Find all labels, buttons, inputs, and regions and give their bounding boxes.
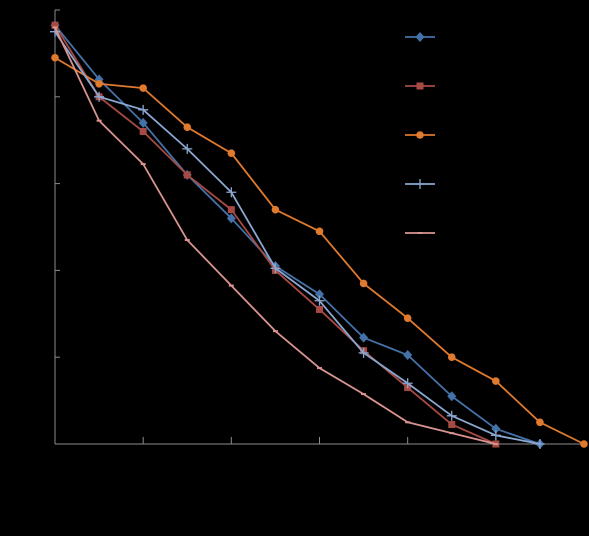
series-4-point [226,187,237,198]
series-4-point [490,430,501,441]
legend-marker-3 [416,131,424,139]
series-1-point [491,423,501,434]
series-1-point [138,117,148,128]
legend-marker-4 [415,179,425,189]
series-2-point [227,206,235,214]
series-4 [50,26,545,449]
axes [54,9,584,445]
series-2-point [183,171,191,179]
series-1 [50,20,545,449]
series-3-point [315,227,324,236]
series-2-point [51,21,59,29]
series-4-point [138,104,149,115]
series-3-point [492,377,500,385]
series-4-point [534,439,545,449]
series-5 [52,26,499,445]
series-3 [51,53,588,448]
series-3-point [95,79,103,88]
series-1-point [403,350,413,361]
series-3-point [271,205,280,214]
series-1-point [226,213,236,224]
series-4-point [446,410,457,421]
series-3-point [536,418,544,427]
series-2-line [54,24,497,445]
series-4-point [314,295,325,306]
legend-marker-2 [416,82,424,90]
series-3-point [580,440,588,448]
plot-area [50,20,588,449]
series-1-point [315,289,324,300]
series-3-point [139,84,147,92]
series-1-point [359,332,369,343]
series-4-line [54,31,541,445]
series-4-point [402,378,413,389]
series-1-line [54,24,541,445]
series-4-point [182,143,193,154]
series-3-line [54,56,585,445]
series-3-point [183,123,192,131]
legend-marker-1 [415,32,425,42]
series-3-point [447,353,456,362]
series-1-point [447,391,457,402]
series-3-point [227,149,236,158]
series-2-point [139,128,147,136]
legend-entry-2 [405,82,435,90]
series-4-point [270,263,281,274]
series-2-point [316,305,323,313]
series-3-point [51,53,59,62]
series-2-point [448,420,456,428]
series-4-point [94,91,105,102]
series-5-line [54,26,497,445]
legend-entry-1 [405,32,435,42]
legend-entry-3 [405,131,435,139]
series-4-point [358,347,369,358]
series-3-point [403,314,412,322]
legend-entry-4 [405,179,435,189]
legend [405,32,435,234]
series-3-point [359,279,368,288]
